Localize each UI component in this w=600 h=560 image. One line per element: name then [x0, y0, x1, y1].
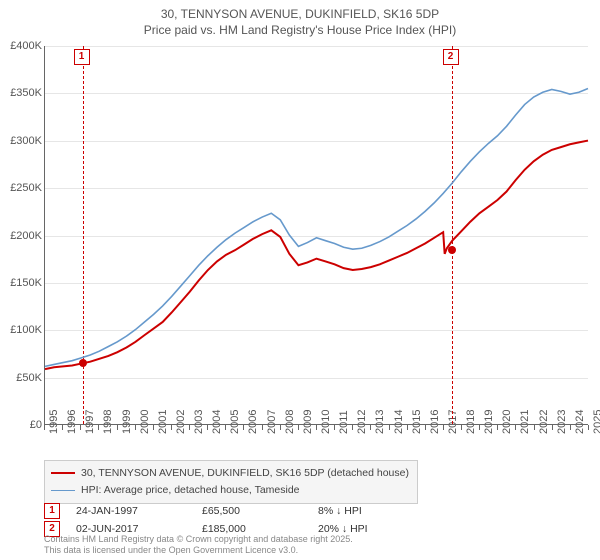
x-tick — [135, 425, 136, 430]
x-tick — [497, 425, 498, 430]
marker-badge: 2 — [443, 49, 459, 65]
x-tick — [334, 425, 335, 430]
x-tick — [207, 425, 208, 430]
marker-dot — [448, 246, 456, 254]
y-axis-label: £50K — [0, 372, 42, 384]
x-tick — [62, 425, 63, 430]
y-axis-label: £250K — [0, 182, 42, 194]
x-tick — [407, 425, 408, 430]
footer-line-1: Contains HM Land Registry data © Crown c… — [44, 534, 584, 545]
marker-delta: 8% ↓ HPI — [318, 505, 362, 517]
x-tick — [298, 425, 299, 430]
line-series — [45, 46, 588, 424]
footer-line-2: This data is licensed under the Open Gov… — [44, 545, 584, 556]
x-tick — [515, 425, 516, 430]
title-line-2: Price paid vs. HM Land Registry's House … — [0, 22, 600, 38]
y-axis-label: £400K — [0, 40, 42, 52]
x-tick — [316, 425, 317, 430]
y-axis-label: £0 — [0, 419, 42, 431]
legend: 30, TENNYSON AVENUE, DUKINFIELD, SK16 5D… — [44, 460, 418, 504]
title-line-1: 30, TENNYSON AVENUE, DUKINFIELD, SK16 5D… — [0, 6, 600, 22]
y-axis-label: £200K — [0, 230, 42, 242]
series-price_paid — [45, 141, 588, 370]
x-tick — [352, 425, 353, 430]
plot-area — [44, 46, 588, 425]
x-tick — [80, 425, 81, 430]
x-tick — [552, 425, 553, 430]
x-tick — [534, 425, 535, 430]
x-tick — [443, 425, 444, 430]
x-tick — [117, 425, 118, 430]
x-axis-label: 2025 — [592, 410, 600, 434]
chart-title: 30, TENNYSON AVENUE, DUKINFIELD, SK16 5D… — [0, 0, 600, 38]
x-tick — [225, 425, 226, 430]
x-tick — [461, 425, 462, 430]
y-axis-label: £150K — [0, 277, 42, 289]
x-tick — [189, 425, 190, 430]
x-tick — [98, 425, 99, 430]
marker-row: 1 24-JAN-1997 £65,500 8% ↓ HPI — [44, 502, 368, 520]
x-tick — [370, 425, 371, 430]
marker-badge: 1 — [44, 503, 60, 519]
marker-dot — [79, 359, 87, 367]
legend-item: HPI: Average price, detached house, Tame… — [51, 482, 409, 499]
x-tick — [389, 425, 390, 430]
series-hpi — [45, 88, 588, 366]
x-tick — [44, 425, 45, 430]
y-axis-label: £100K — [0, 324, 42, 336]
x-tick — [153, 425, 154, 430]
marker-date: 24-JAN-1997 — [76, 505, 186, 517]
marker-badge: 1 — [74, 49, 90, 65]
legend-swatch — [51, 472, 75, 474]
x-tick — [171, 425, 172, 430]
y-axis-label: £300K — [0, 135, 42, 147]
x-tick — [570, 425, 571, 430]
x-tick — [425, 425, 426, 430]
marker-price: £65,500 — [202, 505, 302, 517]
y-axis-label: £350K — [0, 87, 42, 99]
chart-container: 30, TENNYSON AVENUE, DUKINFIELD, SK16 5D… — [0, 0, 600, 560]
x-tick — [588, 425, 589, 430]
x-tick — [280, 425, 281, 430]
legend-swatch — [51, 490, 75, 491]
legend-label: HPI: Average price, detached house, Tame… — [81, 482, 300, 499]
legend-item: 30, TENNYSON AVENUE, DUKINFIELD, SK16 5D… — [51, 465, 409, 482]
x-tick — [243, 425, 244, 430]
footer-attribution: Contains HM Land Registry data © Crown c… — [44, 534, 584, 557]
legend-label: 30, TENNYSON AVENUE, DUKINFIELD, SK16 5D… — [81, 465, 409, 482]
x-tick — [262, 425, 263, 430]
x-tick — [479, 425, 480, 430]
